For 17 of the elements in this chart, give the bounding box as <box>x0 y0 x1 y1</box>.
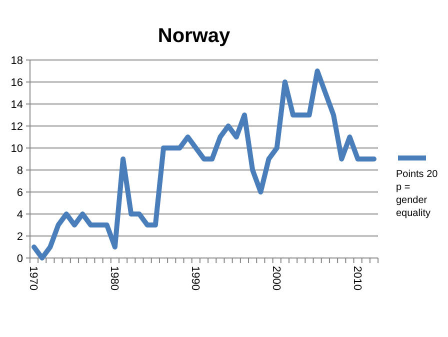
y-tick-label: 4 <box>16 208 23 221</box>
y-tick-label: 18 <box>10 54 23 67</box>
y-tick-label: 2 <box>16 230 23 243</box>
x-tick-label: 2010 <box>350 266 363 290</box>
x-tick-label: 1980 <box>108 266 120 290</box>
x-tick-label: 1990 <box>189 266 202 290</box>
y-tick-label: 12 <box>10 120 23 133</box>
y-tick-label: 6 <box>16 186 23 199</box>
y-tick-label: 14 <box>10 98 23 111</box>
y-tick-label: 0 <box>16 252 23 265</box>
x-tick-label: 2000 <box>270 266 282 290</box>
y-tick-label: 8 <box>16 164 23 177</box>
chart-title: Norway <box>158 25 231 47</box>
legend-label: Points 20 p = gender equality <box>396 168 438 220</box>
y-tick-label: 16 <box>10 76 23 89</box>
y-tick-label: 10 <box>10 142 23 155</box>
x-tick-label: 1970 <box>27 266 40 290</box>
